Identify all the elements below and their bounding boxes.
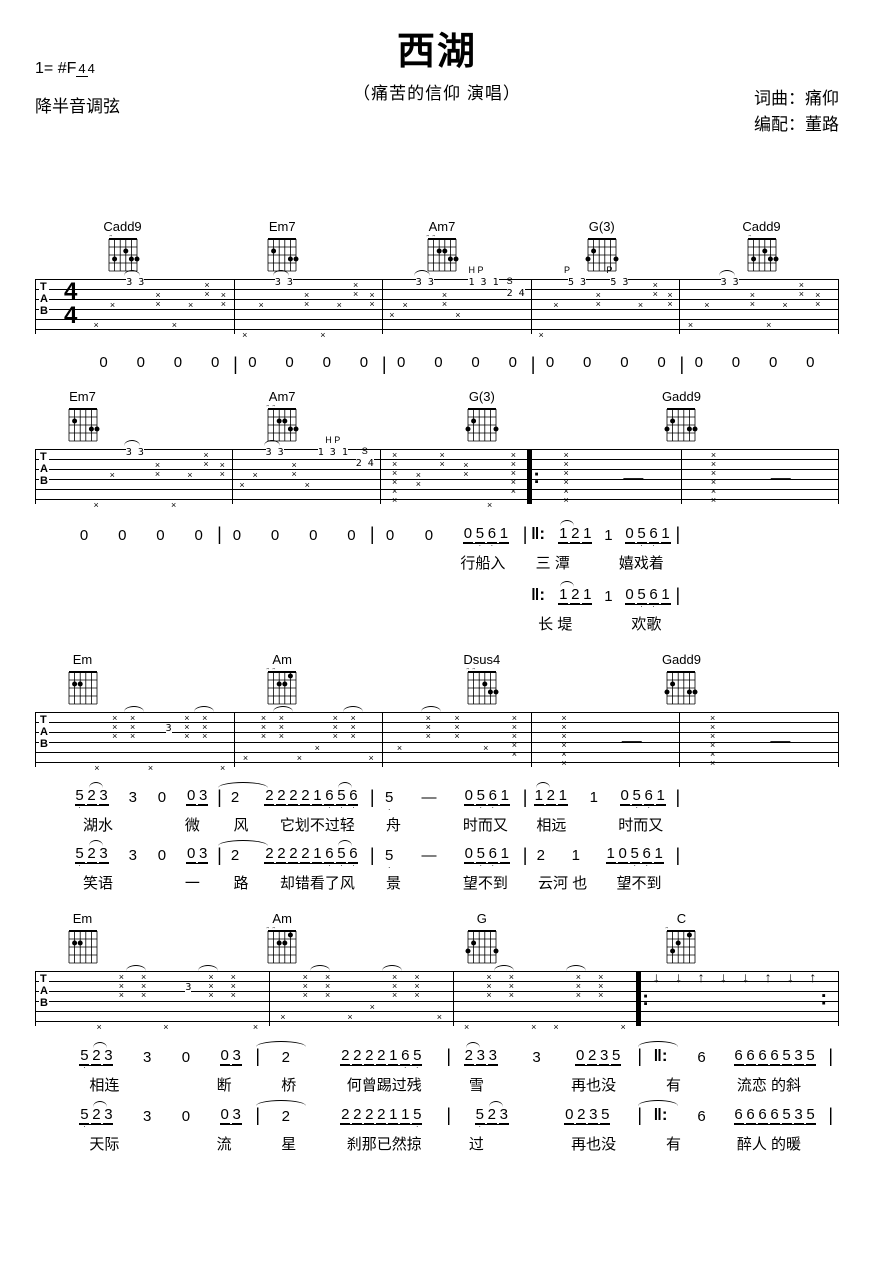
svg-text:×: × — [472, 668, 476, 672]
svg-text:×: × — [272, 668, 276, 672]
tab-staff: TAB ××3 3×××××××× ××3 3×××H P1 3 1S2 4 ×… — [35, 449, 839, 504]
svg-text:×: × — [432, 235, 436, 239]
tab-staff: TAB 44 ××3 3×××××××× ××3 3×××××××× ××3 3… — [35, 279, 839, 334]
jianpu-row: 0000 0000 0000 0000 0000 — [35, 354, 839, 371]
svg-text:×: × — [266, 927, 270, 931]
svg-text:×: × — [748, 235, 752, 239]
system-3: Em Am×× Dsus4×× Gadd9 TAB ××××××××3×××××… — [35, 652, 839, 893]
svg-text:×: × — [466, 668, 470, 672]
key-signature: 1= #F44 — [35, 60, 95, 78]
song-title: 西湖 — [35, 20, 839, 75]
tuning-note: 降半音调弦 — [35, 92, 120, 117]
tab-label: TAB — [39, 281, 49, 317]
svg-text:×: × — [266, 668, 270, 672]
credits: 词曲：痛仰 编配：董路 — [754, 86, 839, 137]
svg-text:×: × — [109, 235, 113, 239]
system-2: Em7 Am7×× G(3) Gadd9 TAB ××3 3×××××××× ×… — [35, 389, 839, 634]
system-1: Cadd9× Em7 Am7×× G(3) Cadd9× TAB 44 ××3 … — [35, 219, 839, 371]
time-signature: 44 — [64, 280, 77, 328]
jianpu-row: 0000 0000 0005.6.1 ‖:121105.6.1 — [35, 524, 839, 544]
song-subtitle: （痛苦的信仰 演唱） — [35, 79, 839, 104]
svg-text:×: × — [266, 405, 270, 409]
svg-text:×: × — [272, 405, 276, 409]
svg-text:×: × — [665, 927, 669, 931]
chord-row: Cadd9× Em7 Am7×× G(3) Cadd9× — [35, 219, 839, 279]
svg-text:×: × — [426, 235, 430, 239]
system-4: Em Am×× G C× TAB ××××××××3××××××× ××××××… — [35, 911, 839, 1154]
svg-text:×: × — [272, 927, 276, 931]
lyrics: 行船入 三 潭嬉戏着 — [35, 552, 839, 573]
